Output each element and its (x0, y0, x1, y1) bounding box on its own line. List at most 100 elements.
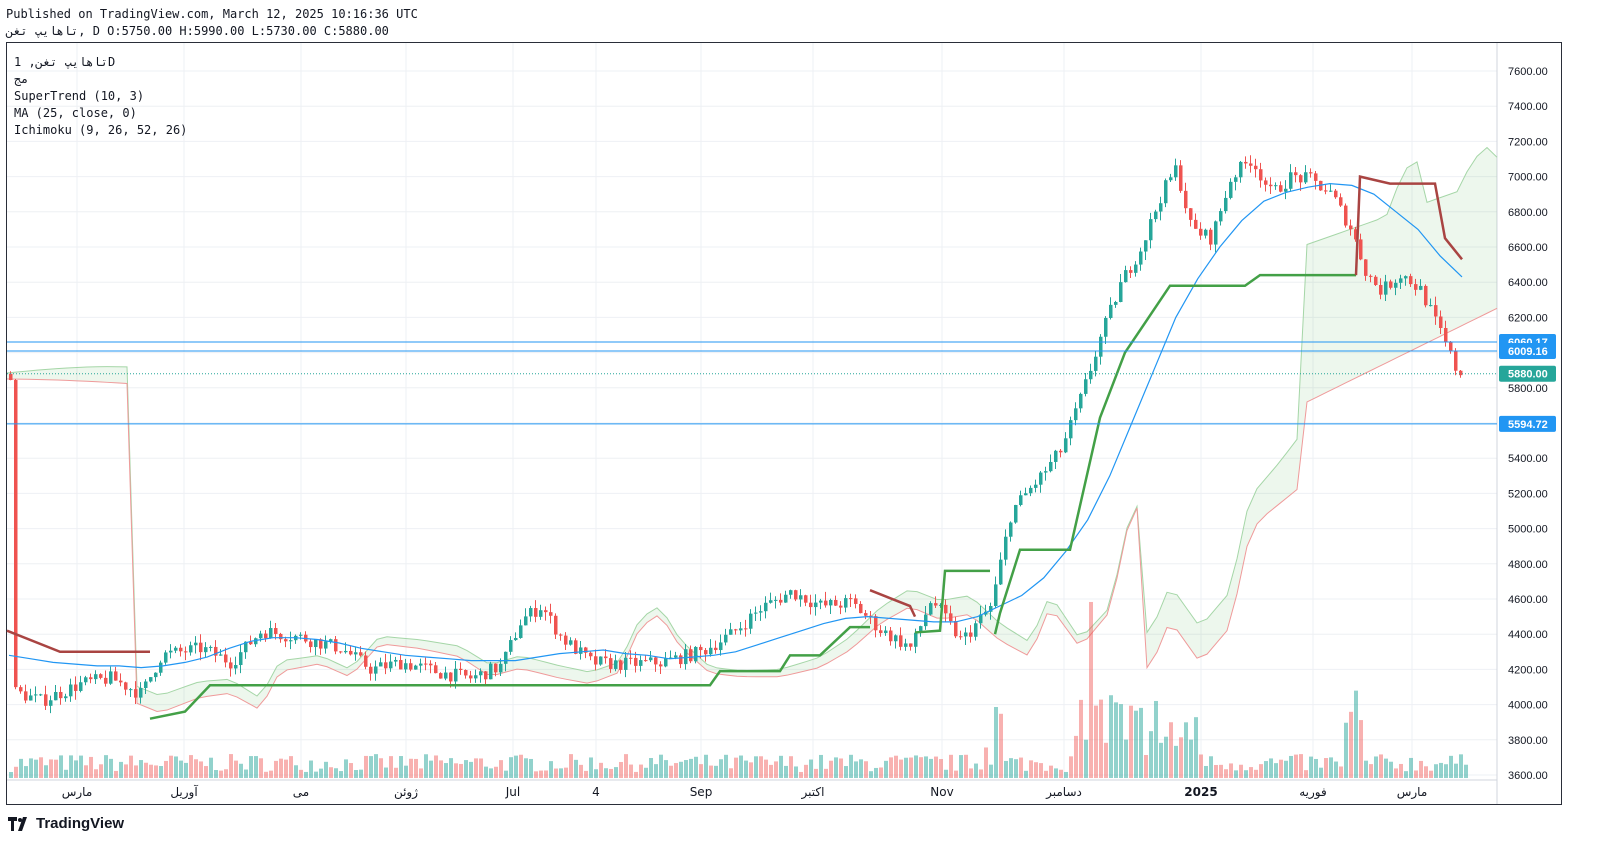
candle-body (1199, 228, 1203, 236)
volume-bar (34, 759, 38, 778)
candle-body (599, 656, 603, 665)
candle-body (494, 663, 498, 673)
chart-area[interactable] (6, 42, 1562, 805)
candle-body (279, 633, 283, 640)
volume-bar (1169, 722, 1173, 778)
candle-body (434, 665, 438, 674)
candle-body (849, 598, 853, 600)
candle-body (754, 612, 758, 614)
candle-body (1439, 316, 1443, 328)
candle-body (1334, 190, 1338, 198)
volume-bar (984, 747, 988, 778)
volume-bar (1159, 742, 1163, 778)
candle-body (699, 646, 703, 651)
volume-bar (1184, 722, 1188, 778)
volume-bar (864, 761, 868, 778)
volume-bar (744, 760, 748, 778)
volume-bar (329, 767, 333, 778)
volume-bar (374, 754, 378, 778)
candle-body (179, 647, 183, 652)
volume-bar (229, 754, 233, 778)
candle-body (969, 632, 973, 637)
volume-bar (259, 758, 263, 778)
legend-supertrend[interactable]: SuperTrend (10, 3) (14, 89, 145, 103)
legend-ichimoku[interactable]: Ichimoku (9, 26, 52, 26) (14, 123, 188, 137)
volume-bar (1269, 758, 1273, 778)
volume-bar (1024, 770, 1028, 778)
tradingview-logo[interactable]: TradingView (8, 815, 124, 832)
candle-body (829, 599, 833, 606)
volume-bar (1304, 770, 1308, 778)
candle-body (974, 623, 978, 637)
volume-bar (784, 765, 788, 778)
candle-body (1409, 276, 1413, 285)
candle-body (29, 695, 33, 701)
volume-bar (1084, 739, 1088, 778)
volume-bar (1039, 763, 1043, 778)
candle-body (1174, 165, 1178, 178)
volume-bar (1064, 771, 1068, 778)
volume-bar (434, 755, 438, 778)
candle-body (159, 662, 163, 673)
volume-bar (1349, 711, 1353, 778)
candle-body (469, 675, 473, 679)
volume-bar (1079, 699, 1083, 778)
candle-body (589, 652, 593, 657)
candle-body (394, 659, 398, 662)
volume-bar (789, 756, 793, 778)
volume-bar (644, 767, 648, 778)
candle-body (864, 613, 868, 616)
volume-bar (1194, 717, 1198, 778)
candle-body (719, 642, 723, 651)
x-tick-label: می (293, 785, 309, 799)
legend-ma[interactable]: MA (25, close, 0) (14, 106, 137, 120)
candle-body (1384, 281, 1388, 295)
volume-bar (904, 757, 908, 778)
volume-bar (469, 761, 473, 778)
volume-bar (1209, 756, 1213, 778)
volume-bar (79, 755, 83, 778)
y-tick-label: 5800.00 (1508, 383, 1548, 395)
x-tick-label: مارس (62, 785, 93, 800)
candle-body (319, 639, 323, 649)
volume-bar (724, 754, 728, 778)
volume-bar (639, 764, 643, 778)
volume-bar (314, 771, 318, 778)
candle-body (234, 665, 238, 669)
volume-bar (1389, 761, 1393, 778)
volume-bar (584, 770, 588, 778)
volume-bar (929, 758, 933, 778)
volume-bar (999, 713, 1003, 778)
volume-bar (1319, 767, 1323, 778)
candle-body (249, 641, 253, 645)
volume-bar (574, 759, 578, 778)
volume-bar (1199, 754, 1203, 778)
y-tick-label: 7600.00 (1508, 66, 1548, 78)
volume-bar (264, 771, 268, 778)
volume-bar (1089, 601, 1093, 778)
volume-bar (94, 769, 98, 778)
volume-bar (769, 764, 773, 778)
candle-body (339, 651, 343, 653)
volume-bar (359, 769, 363, 778)
candle-body (1064, 438, 1068, 453)
volume-bar (464, 760, 468, 778)
candle-body (184, 651, 188, 653)
candle-body (264, 633, 268, 639)
volume-bar (1144, 755, 1148, 778)
candle-body (909, 643, 913, 647)
candle-body (1014, 504, 1018, 523)
candle-body (1039, 472, 1043, 485)
candle-body (559, 634, 563, 636)
candle-body (579, 647, 583, 654)
volume-bar (214, 770, 218, 778)
volume-bar (1354, 690, 1358, 778)
candle-body (344, 650, 348, 653)
volume-bar (919, 757, 923, 778)
candle-body (439, 673, 443, 679)
volume-bar (739, 755, 743, 778)
candle-body (1394, 282, 1398, 288)
candle-body (1104, 317, 1108, 337)
volume-bar (74, 760, 78, 778)
